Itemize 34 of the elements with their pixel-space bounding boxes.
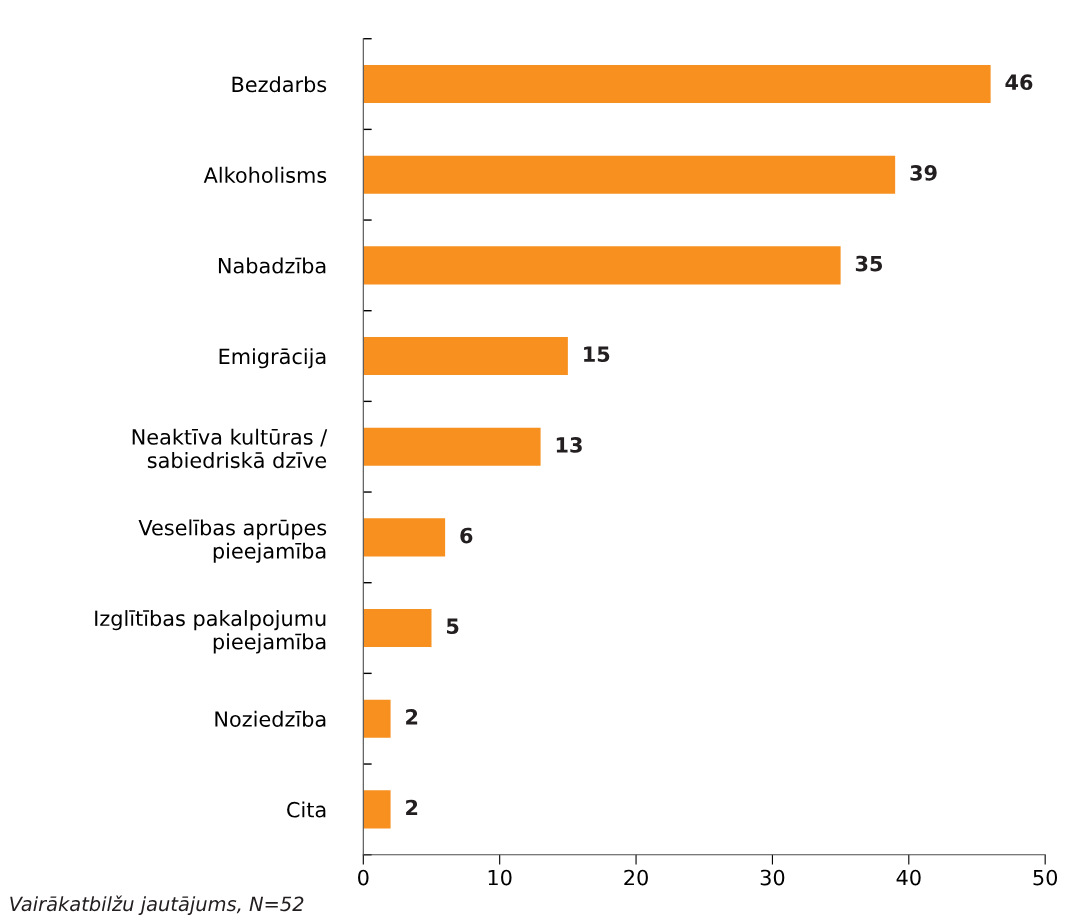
data-label: 13 xyxy=(556,437,582,453)
y-tick-label: Bezdarbs xyxy=(232,76,327,93)
bar xyxy=(363,609,432,648)
y-tick-label: Alkoholisms xyxy=(203,166,327,183)
data-label: 2 xyxy=(406,708,418,725)
bar xyxy=(363,518,446,557)
data-label: 2 xyxy=(406,799,418,816)
bar xyxy=(363,337,568,376)
data-label: 39 xyxy=(910,165,937,181)
y-tick-label: Emigrācija xyxy=(219,348,326,369)
x-tick-label: 20 xyxy=(624,869,648,886)
y-tick-label: Veselības aprūpes pieejamība xyxy=(138,519,327,563)
y-tick-label: Izglītības pakalpojumu pieejamība xyxy=(95,610,326,654)
x-tick-label: 30 xyxy=(760,869,785,886)
y-tick-label: Nabadzība xyxy=(218,257,326,274)
data-label: 15 xyxy=(584,346,610,363)
data-label: 5 xyxy=(446,618,459,635)
x-tick-label: 40 xyxy=(896,869,921,886)
bar xyxy=(363,427,541,466)
bar xyxy=(363,699,391,738)
y-tick-label: Noziedzība xyxy=(215,710,326,727)
x-tick-label: 10 xyxy=(488,869,512,886)
data-label: 6 xyxy=(460,527,473,544)
data-label: 46 xyxy=(1005,74,1033,91)
text: Vairākatbilžu jautājums, N=52 xyxy=(10,895,304,915)
bar xyxy=(363,65,991,104)
bar xyxy=(363,155,896,194)
x-tick-label: 50 xyxy=(1033,869,1058,886)
y-tick-label: Neaktīva kultūras / sabiedriskā dzīve xyxy=(132,428,328,469)
y-tick-label: Cita xyxy=(287,801,326,818)
x-tick-label: 0 xyxy=(358,869,369,886)
bar xyxy=(363,790,391,829)
data-label: 35 xyxy=(855,255,883,272)
bar xyxy=(363,246,841,285)
